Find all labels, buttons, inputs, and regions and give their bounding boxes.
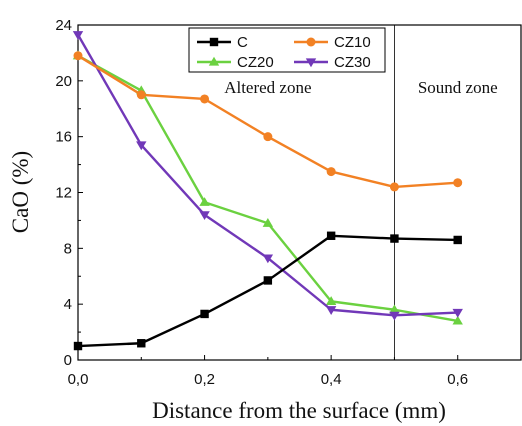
legend: C CZ10 CZ20 CZ30: [188, 27, 386, 73]
data-point: [263, 276, 273, 285]
data-point: [199, 211, 210, 221]
data-point: [325, 306, 337, 315]
data-point: [136, 141, 147, 151]
series-cz10: [73, 51, 463, 192]
data-point: [262, 218, 274, 227]
data-point: [199, 197, 210, 206]
y-tick-label: 20: [55, 73, 72, 90]
y-tick-label: 0: [64, 352, 72, 369]
legend-item-cz10: CZ10: [294, 34, 371, 51]
data-point: [73, 341, 83, 351]
x-tick-label: 0,2: [194, 371, 215, 388]
data-point: [72, 31, 84, 40]
data-point: [326, 167, 336, 177]
legend-label: CZ30: [334, 54, 371, 71]
y-tick-label: 12: [55, 185, 72, 202]
legend-label: CZ20: [237, 54, 274, 71]
y-axis: 0 4 8 12 16 20 24: [55, 17, 83, 369]
zone-annotation: Sound zone: [418, 78, 498, 97]
data-point: [452, 308, 463, 318]
legend-item-cz30: CZ30: [294, 54, 371, 71]
data-point: [326, 231, 336, 240]
x-tick-label: 0,0: [68, 371, 89, 388]
legend-item-cz20: CZ20: [197, 54, 274, 71]
data-point: [200, 309, 209, 319]
zone-annotation: Altered zone: [224, 78, 311, 97]
data-point: [325, 296, 337, 306]
series-line: [77, 54, 458, 189]
legend-box: [188, 27, 386, 73]
data-point: [389, 304, 400, 314]
series-layer: [72, 31, 463, 351]
series-c: [73, 231, 462, 351]
data-point: [136, 90, 146, 100]
y-axis-label: CaO (%): [8, 151, 33, 233]
legend-label: CZ10: [334, 34, 371, 51]
legend-items: C CZ10 CZ20 CZ30: [197, 34, 371, 71]
data-point: [389, 311, 400, 321]
data-point: [453, 235, 462, 245]
legend-label: C: [237, 34, 248, 51]
legend-swatch-marker: [209, 37, 219, 47]
legend-item-c: C: [197, 34, 248, 51]
data-point: [453, 178, 463, 188]
legend-swatch-marker: [306, 37, 316, 47]
x-tick-label: 0,6: [447, 371, 468, 388]
x-axis: 0,0 0,2 0,4 0,6: [68, 355, 468, 388]
y-tick-label: 8: [64, 240, 72, 257]
data-point: [390, 234, 399, 243]
y-tick-label: 4: [64, 296, 72, 313]
annotations: Altered zone Sound zone: [224, 78, 497, 97]
data-point: [137, 339, 146, 348]
legend-swatch-marker: [208, 56, 220, 66]
data-point: [200, 94, 210, 104]
y-tick-label: 16: [55, 129, 72, 146]
series-line: [77, 234, 458, 348]
x-tick-label: 0,4: [321, 371, 342, 388]
legend-swatch-marker: [305, 58, 317, 68]
series-line: [76, 34, 458, 317]
data-point: [263, 132, 273, 142]
data-point: [452, 315, 463, 325]
data-point: [389, 182, 399, 192]
data-point: [262, 254, 274, 264]
x-axis-label: Distance from the surface (mm): [152, 398, 446, 423]
data-point: [73, 51, 83, 61]
y-tick-label: 24: [55, 17, 72, 34]
series-cz30: [72, 31, 463, 321]
